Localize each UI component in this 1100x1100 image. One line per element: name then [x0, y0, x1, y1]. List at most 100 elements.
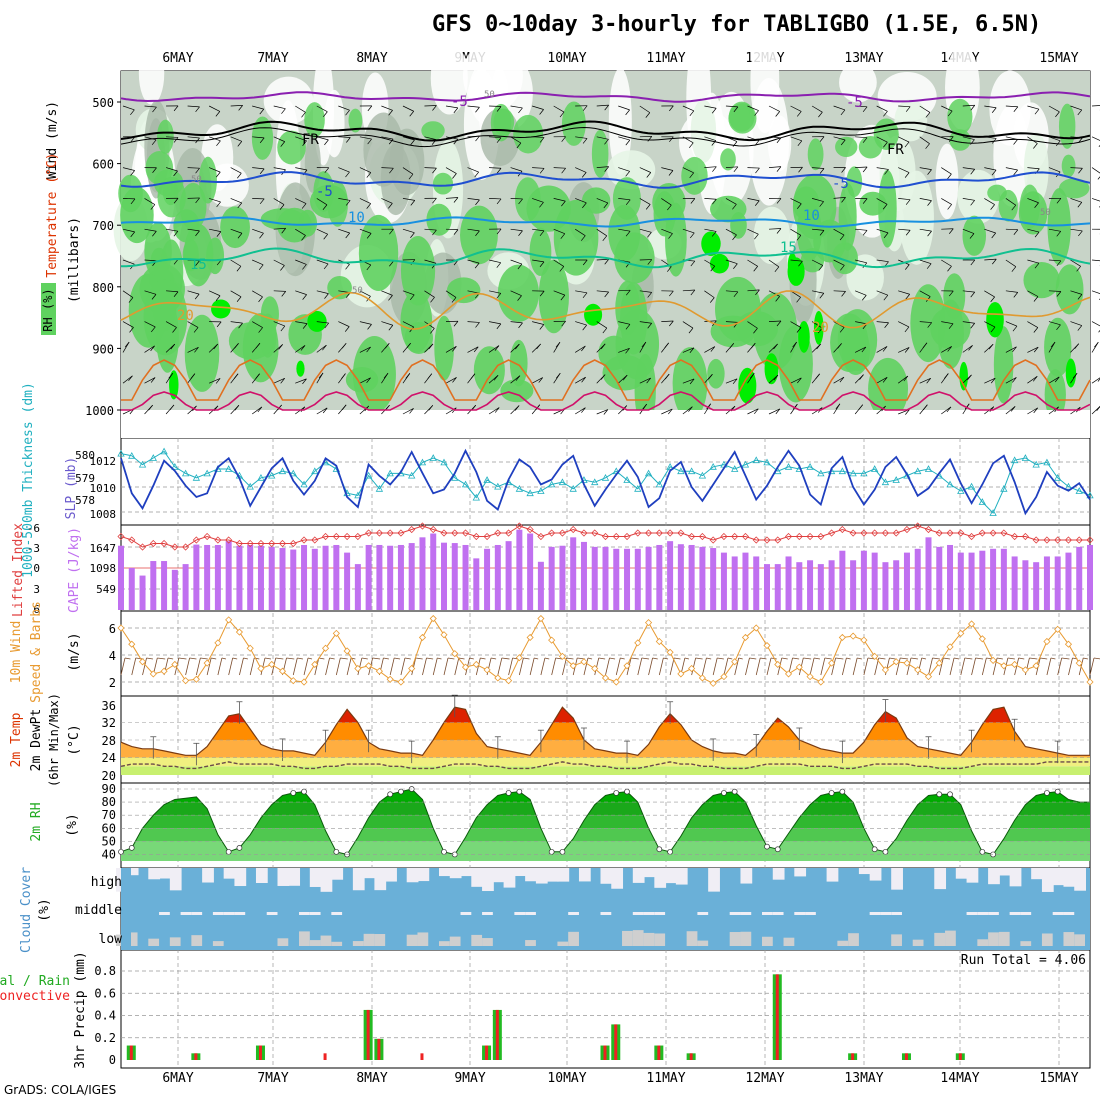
upper-wind-barb	[122, 259, 135, 265]
date-label-top: 8MAY	[356, 51, 387, 66]
upper-wind-barb-flag	[690, 260, 696, 267]
upper-wind-barb	[1091, 198, 1100, 202]
cloud-low-fill	[352, 941, 364, 946]
upper-wind-barb-flag	[517, 263, 523, 270]
surface-wind-barb	[766, 657, 772, 676]
upper-wind-barb	[1091, 321, 1100, 327]
rh-shading-moist-upper	[947, 98, 973, 135]
precip-convective-bar	[194, 1053, 198, 1060]
wind-speed-point	[505, 677, 513, 685]
upper-wind-barb	[532, 198, 544, 203]
upper-wind-barb-flag	[773, 374, 779, 381]
upper-wind-barb-flag	[237, 233, 243, 239]
upper-wind-barb-flag	[796, 111, 802, 117]
wind-speed-point	[289, 677, 297, 685]
temp-band	[121, 740, 1090, 758]
cloud-low-fill	[169, 937, 181, 946]
upper-wind-barb-flag	[625, 324, 631, 330]
upper-wind-barb-flag	[388, 138, 394, 145]
cloud-low-fill	[1063, 932, 1075, 946]
wind-speed-point	[591, 664, 599, 673]
upper-wind-barb-flag	[538, 377, 544, 383]
surface-wind-barb	[1014, 657, 1020, 676]
upper-wind-barb	[768, 259, 780, 268]
upper-wind-barb	[1048, 376, 1060, 384]
upper-wind-barb-flag	[690, 198, 696, 204]
rh-shading-moist-upper	[728, 101, 755, 132]
cloud-low-fill	[557, 941, 569, 946]
cloud-high-gap	[988, 868, 1000, 885]
upper-wind-barb-flag	[517, 295, 522, 301]
precip-convective-bar	[495, 1009, 499, 1060]
surface-wind-barb	[432, 657, 438, 676]
upper-wind-barb	[1027, 259, 1040, 264]
cape-bar	[591, 546, 598, 610]
surface-wind-barb	[239, 657, 244, 676]
cape-bar	[257, 545, 264, 610]
upper-wind-barb-flag	[602, 327, 608, 334]
upper-wind-barb	[876, 346, 888, 353]
upper-wind-barb	[359, 198, 371, 204]
cape-bar	[548, 546, 555, 610]
wind-speed-point	[1032, 662, 1040, 670]
upper-wind-barb-flag	[496, 293, 502, 299]
upper-wind-barb-flag	[923, 404, 928, 410]
upper-wind-barb-flag	[130, 170, 135, 176]
upper-wind-barb	[962, 136, 975, 140]
thickness-tick-label: 578	[75, 494, 95, 507]
upper-wind-barb-flag	[346, 137, 351, 143]
upper-wind-barb	[295, 105, 306, 113]
upper-wind-barb-flag	[345, 109, 350, 116]
precip-convective-bar	[485, 1045, 489, 1060]
thickness-point	[731, 465, 739, 472]
precip-tick-label: 0	[109, 1053, 116, 1067]
upper-wind-barb-flag	[818, 111, 823, 118]
temp-tick-label: 32	[102, 716, 116, 730]
upper-wind-barb	[941, 167, 952, 175]
cape-bar	[720, 552, 727, 610]
rh-shading-moist	[831, 242, 858, 275]
upper-wind-barb	[1048, 228, 1061, 232]
lifted-index-point	[580, 529, 588, 537]
wind-speed-point	[429, 614, 437, 623]
upper-wind-barb	[725, 166, 738, 168]
upper-wind-barb-flag	[322, 407, 328, 414]
cape-bar	[764, 564, 770, 610]
upper-wind-barb-flag	[625, 171, 630, 177]
cloud-high-gap	[449, 868, 462, 879]
cape-bar	[645, 546, 652, 610]
upper-wind-barb-flag	[409, 111, 414, 117]
upper-wind-barb-flag	[1078, 230, 1083, 237]
upper-wind-barb-flag	[169, 404, 175, 411]
upper-wind-barb-flag	[453, 321, 459, 327]
upper-wind-barb-flag	[581, 407, 586, 413]
thickness-point	[634, 484, 642, 492]
thickness-point	[838, 467, 847, 475]
upper-wind-barb	[962, 345, 973, 353]
upper-wind-barb	[682, 289, 695, 292]
rh-shading-moist	[614, 232, 655, 284]
surface-wind-barb	[605, 657, 610, 676]
upper-wind-barb-flag	[516, 142, 522, 149]
thickness-point	[644, 469, 653, 477]
rh-shading-moist	[500, 379, 534, 403]
upper-wind-barb-flag	[688, 406, 693, 412]
wind-speed-point	[246, 644, 254, 652]
upper-wind-barb	[618, 198, 631, 201]
upper-wind-barb	[273, 259, 285, 266]
upper-wind-barb	[122, 167, 135, 171]
surface-wind-barb	[745, 657, 750, 676]
cloud-middle-gap	[966, 912, 978, 915]
cloud-high-gap	[772, 868, 785, 880]
upper-wind-barb	[812, 167, 825, 169]
upper-wind-barb-flag	[384, 343, 390, 349]
surface-wind-barb-flag	[437, 657, 442, 660]
upper-wind-barb	[424, 105, 437, 107]
upper-wind-barb-flag	[277, 404, 282, 411]
upper-wind-barb-flag	[732, 378, 738, 385]
surface-wind-barb	[755, 657, 761, 676]
upper-wind-barb-flag	[992, 258, 997, 265]
upper-wind-barb	[359, 167, 371, 173]
rh-tick-label: 70	[102, 808, 116, 822]
upper-wind-barb	[1091, 405, 1100, 415]
